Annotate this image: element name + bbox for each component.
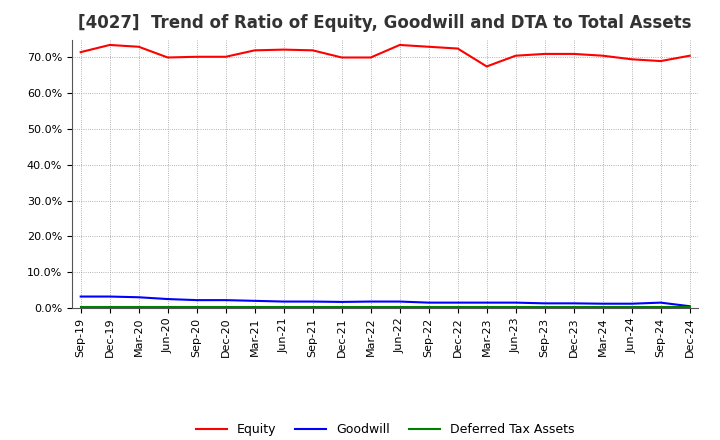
Deferred Tax Assets	[570, 304, 578, 310]
Goodwill	[570, 301, 578, 306]
Goodwill	[454, 300, 462, 305]
Deferred Tax Assets	[395, 304, 404, 310]
Goodwill	[424, 300, 433, 305]
Deferred Tax Assets	[511, 304, 520, 310]
Goodwill	[221, 297, 230, 303]
Equity	[541, 51, 549, 57]
Equity	[366, 55, 375, 60]
Deferred Tax Assets	[541, 304, 549, 310]
Equity	[163, 55, 172, 60]
Deferred Tax Assets	[308, 304, 317, 310]
Deferred Tax Assets	[338, 304, 346, 310]
Goodwill	[482, 300, 491, 305]
Equity	[424, 44, 433, 49]
Equity	[105, 42, 114, 48]
Deferred Tax Assets	[105, 304, 114, 310]
Equity	[221, 54, 230, 59]
Deferred Tax Assets	[657, 304, 665, 310]
Deferred Tax Assets	[424, 304, 433, 310]
Equity	[627, 57, 636, 62]
Equity	[598, 53, 607, 59]
Deferred Tax Assets	[627, 304, 636, 310]
Equity	[395, 42, 404, 48]
Deferred Tax Assets	[163, 304, 172, 310]
Deferred Tax Assets	[482, 304, 491, 310]
Line: Equity: Equity	[81, 45, 690, 66]
Deferred Tax Assets	[135, 304, 143, 310]
Equity	[685, 53, 694, 59]
Equity	[76, 49, 85, 55]
Goodwill	[395, 299, 404, 304]
Goodwill	[76, 294, 85, 299]
Goodwill	[511, 300, 520, 305]
Deferred Tax Assets	[685, 304, 694, 310]
Goodwill	[279, 299, 288, 304]
Goodwill	[657, 300, 665, 305]
Deferred Tax Assets	[221, 304, 230, 310]
Goodwill	[308, 299, 317, 304]
Deferred Tax Assets	[251, 304, 259, 310]
Goodwill	[338, 299, 346, 304]
Goodwill	[135, 295, 143, 300]
Equity	[308, 48, 317, 53]
Equity	[279, 47, 288, 52]
Goodwill	[251, 298, 259, 304]
Goodwill	[685, 304, 694, 309]
Deferred Tax Assets	[279, 304, 288, 310]
Equity	[454, 46, 462, 51]
Deferred Tax Assets	[454, 304, 462, 310]
Goodwill	[163, 297, 172, 302]
Equity	[570, 51, 578, 57]
Equity	[251, 48, 259, 53]
Equity	[192, 54, 201, 59]
Deferred Tax Assets	[76, 304, 85, 310]
Equity	[482, 64, 491, 69]
Goodwill	[192, 297, 201, 303]
Goodwill	[541, 301, 549, 306]
Deferred Tax Assets	[192, 304, 201, 310]
Legend: Equity, Goodwill, Deferred Tax Assets: Equity, Goodwill, Deferred Tax Assets	[191, 418, 580, 440]
Equity	[511, 53, 520, 59]
Title: [4027]  Trend of Ratio of Equity, Goodwill and DTA to Total Assets: [4027] Trend of Ratio of Equity, Goodwil…	[78, 15, 692, 33]
Equity	[338, 55, 346, 60]
Goodwill	[105, 294, 114, 299]
Equity	[135, 44, 143, 49]
Equity	[657, 59, 665, 64]
Goodwill	[598, 301, 607, 306]
Goodwill	[366, 299, 375, 304]
Deferred Tax Assets	[366, 304, 375, 310]
Goodwill	[627, 301, 636, 306]
Deferred Tax Assets	[598, 304, 607, 310]
Line: Goodwill: Goodwill	[81, 297, 690, 306]
